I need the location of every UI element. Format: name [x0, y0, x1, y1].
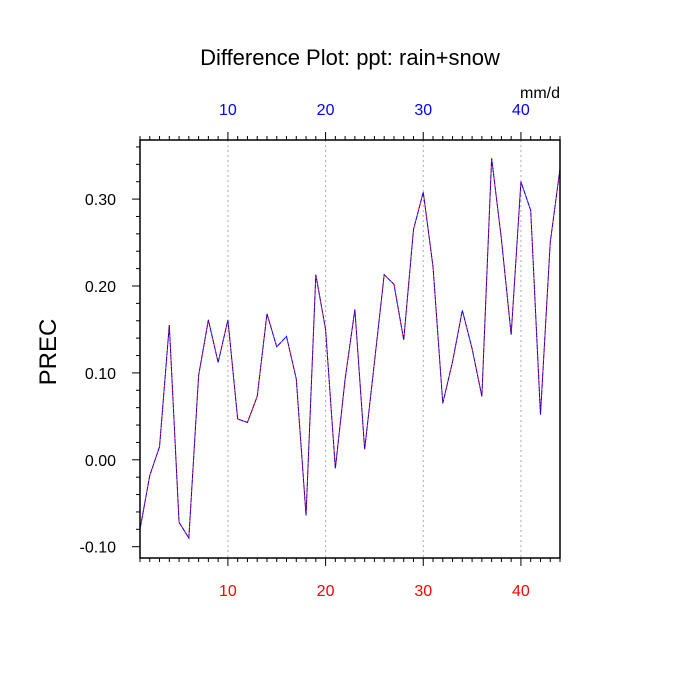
x-tick-label-top: 40 [512, 102, 530, 119]
tick-labels: 10 10 20 20 30 30 40 40 -0.10 0.00 0.10 0.20 0.30 [80, 102, 530, 600]
y-tick-label: -0.10 [80, 540, 117, 557]
series-layer [139, 158, 561, 540]
y-tick-label: 0.30 [85, 192, 116, 209]
chart-title: Difference Plot: ppt: rain+snow [200, 45, 500, 70]
plot-frame [139, 139, 561, 559]
x-tick-label-bottom: 40 [512, 583, 530, 600]
x-tick-label-top: 10 [219, 102, 237, 119]
y-tick-label: 0.00 [85, 453, 116, 470]
x-tick-label-bottom: 10 [219, 583, 237, 600]
x-tick-label-top: 20 [317, 102, 335, 119]
x-tick-label-top: 30 [414, 102, 432, 119]
units-label: mm/d [520, 85, 560, 102]
ticks [132, 132, 561, 566]
y-tick-label: 0.20 [85, 279, 116, 296]
x-tick-label-bottom: 30 [414, 583, 432, 600]
grid [227, 140, 522, 558]
y-tick-label: 0.10 [85, 366, 116, 383]
series-line-red [139, 158, 561, 540]
x-tick-label-bottom: 20 [317, 583, 335, 600]
series-line-blue [139, 158, 561, 540]
y-axis-label: PREC [35, 319, 62, 386]
